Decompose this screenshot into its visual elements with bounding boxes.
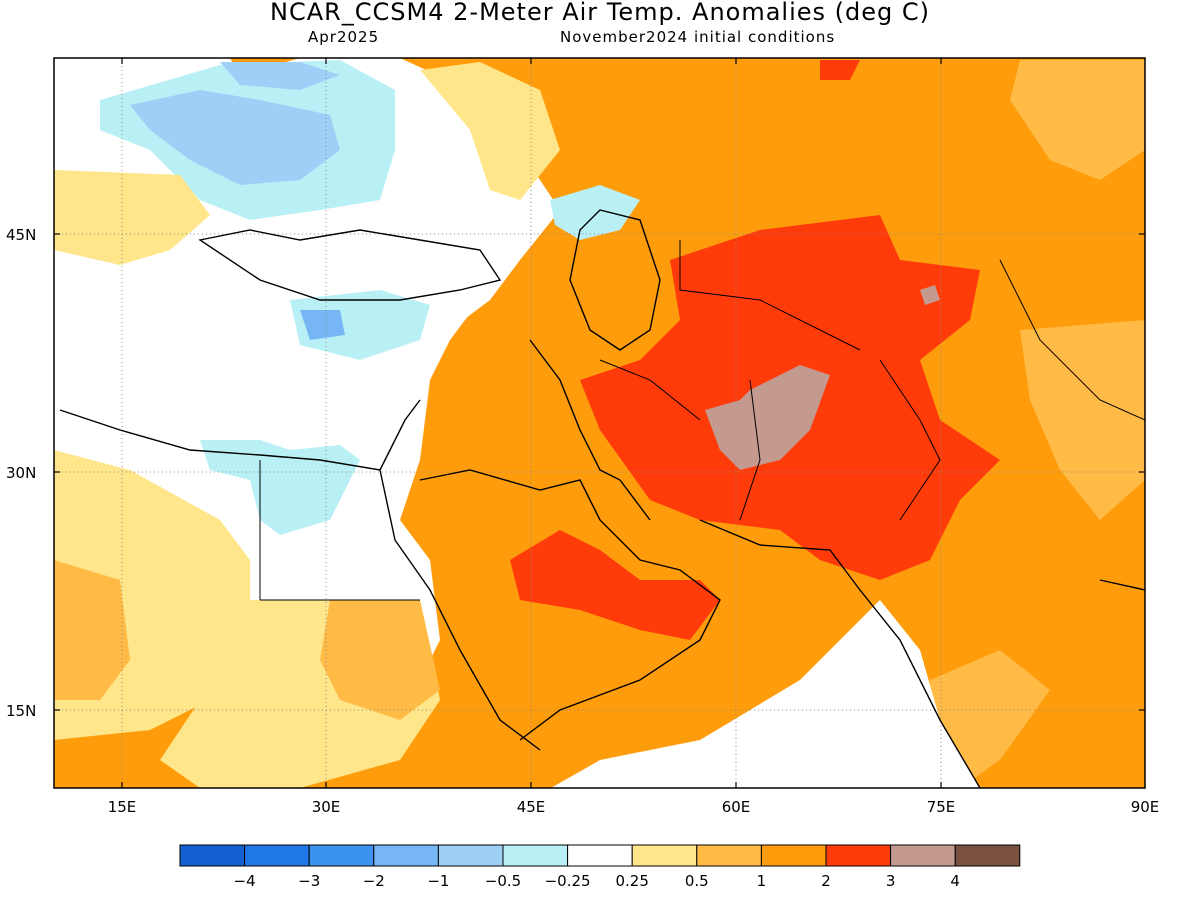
colorbar-swatch [244,844,310,867]
warm-anomaly-tibet [1020,320,1145,520]
lon-label-75e: 75E [927,798,956,816]
cold-anomaly-turkey [290,290,430,360]
coastlines [59,209,1145,788]
max-anomaly-afghanistan [705,365,830,470]
cold-anomaly-baltic [220,62,340,90]
lat-label-30n: 30N [6,464,36,482]
valid-month-label: Apr2025 [308,28,380,46]
colorbar-swatch [373,844,439,867]
lon-label-90e: 90E [1131,798,1160,816]
colorbar-swatch [502,844,569,867]
hot-anomaly-north [820,60,860,80]
colorbar-swatches [179,844,1021,867]
colorbar-swatch [760,844,827,867]
colorbar-tick-label: −1 [427,872,449,890]
initial-conditions-label: November2024 initial conditions [560,28,836,46]
warm-anomaly-siberia [1010,60,1145,180]
lon-label-15e: 15E [108,798,137,816]
lon-label-45e: 45E [517,798,546,816]
colorbar-swatch [631,844,698,867]
colorbar-swatch [825,844,892,867]
lat-label-45n: 45N [6,226,36,244]
colorbar-tick-label: 4 [950,872,960,890]
colorbar-tick-label: −0.25 [545,872,591,890]
anomaly-field [54,58,1145,788]
map-title: NCAR_CCSM4 2-Meter Air Temp. Anomalies (… [269,0,930,26]
lon-label-60e: 60E [722,798,751,816]
colorbar-swatch [696,844,762,867]
colorbar-swatch [890,844,956,867]
colorbar-swatch [567,844,633,867]
near-normal-arabian-sea [530,600,980,788]
lon-label-30e: 30E [312,798,341,816]
colorbar-tick-label: 3 [886,872,896,890]
warm-anomaly-sudan-east [320,600,440,720]
colorbar: −4 −3 −2 −1 −0.5 −0.25 0.25 0.5 1 2 3 4 [179,844,1021,890]
colorbar-tick-label: 0.5 [685,872,709,890]
country-borders [259,240,1145,601]
warm-anomaly-italy [54,170,210,265]
cold-anomaly-turkey-core [300,310,345,340]
warm-anomaly-north-caucasus [420,62,560,200]
max-anomaly-tajikistan [920,285,940,305]
hot-anomaly-arabia [510,530,720,640]
colorbar-tick-label: −4 [234,872,256,890]
colorbar-tick-label: 1 [757,872,767,890]
colorbar-tick-label: 2 [821,872,831,890]
colorbar-tick-label: −0.5 [485,872,521,890]
colorbar-swatch [179,844,246,867]
lat-label-15n: 15N [6,702,36,720]
cold-anomaly-egypt [200,440,360,535]
colorbar-tick-label: −2 [363,872,385,890]
cold-anomaly-caspian [550,185,640,240]
cold-anomaly-ukraine [130,90,340,185]
colorbar-swatch [954,844,1021,867]
colorbar-labels: −4 −3 −2 −1 −0.5 −0.25 0.25 0.5 1 2 3 4 [234,872,960,890]
colorbar-swatch [437,844,504,867]
colorbar-tick-label: −3 [298,872,320,890]
axis-ticks [54,58,1145,788]
graticule [54,58,1145,788]
warm-anomaly-chad [54,560,130,700]
colorbar-tick-label: 0.25 [615,872,648,890]
colorbar-swatch [308,844,375,867]
map-frame [53,57,1146,789]
